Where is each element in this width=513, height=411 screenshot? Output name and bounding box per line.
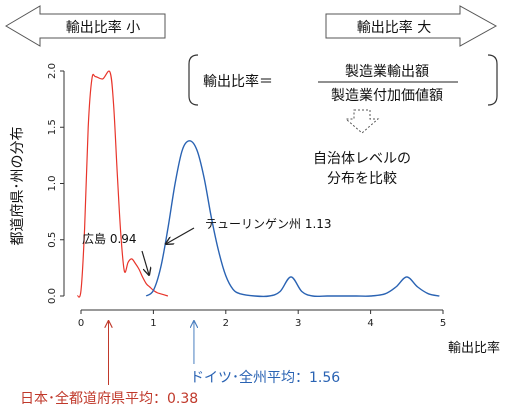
- x-tick-label: 1: [150, 318, 156, 329]
- y-axis: 0.0 0.5 1.0 1.5 2.0: [47, 63, 65, 304]
- x-axis: 0 1 2 3 4 5: [78, 309, 446, 329]
- high-ratio-arrow: 輸出比率 大: [325, 5, 498, 47]
- high-ratio-label: 輸出比率 大: [357, 19, 431, 36]
- y-tick-label: 1.5: [47, 119, 58, 135]
- formula-denominator: 製造業付加価値額: [331, 88, 443, 104]
- y-axis-label: 都道府県･州の分布: [10, 127, 26, 246]
- series-line-germany: [145, 140, 440, 298]
- hiroshima-label: 広島 0.94: [82, 231, 137, 246]
- germany-mean-label: ドイツ･全州平均：1.56: [190, 369, 340, 386]
- series-line-japan: [76, 70, 169, 298]
- x-axis-label: 輸出比率: [448, 340, 500, 356]
- x-tick-label: 0: [78, 318, 84, 329]
- thuringia-label: テューリンゲン州 1.13: [205, 217, 332, 231]
- compare-arrow: [344, 109, 380, 134]
- thuringia-arrow: [166, 227, 195, 244]
- y-tick-label: 1.0: [47, 176, 58, 192]
- y-tick-label: 0.5: [47, 232, 58, 248]
- compare-text-line1: 自治体レベルの: [313, 151, 411, 167]
- x-tick-label: 5: [440, 318, 446, 329]
- formula-numerator: 製造業輸出額: [345, 64, 429, 80]
- low-ratio-arrow: 輸出比率 小: [5, 5, 166, 47]
- compare-text-line2: 分布を比較: [327, 171, 397, 187]
- y-tick-label: 2.0: [47, 63, 58, 79]
- japan-mean-label: 日本･全都道府県平均：0.38: [20, 390, 198, 407]
- y-tick-label: 0.0: [47, 288, 58, 304]
- formula-box: 輸出比率＝ 製造業輸出額 製造業付加価値額: [188, 54, 498, 106]
- x-tick-label: 3: [295, 318, 301, 329]
- formula-lhs: 輸出比率＝: [203, 73, 273, 90]
- hiroshima-arrow: [141, 250, 149, 275]
- low-ratio-label: 輸出比率 小: [66, 19, 140, 36]
- x-tick-label: 4: [367, 318, 373, 329]
- x-tick-label: 2: [223, 318, 229, 329]
